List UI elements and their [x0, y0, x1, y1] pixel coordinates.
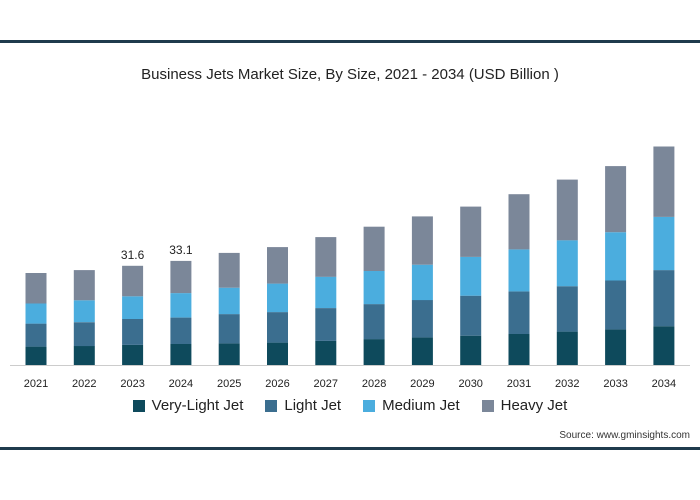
bar-2027-medium-jet [315, 276, 337, 308]
bar-2023-light-jet [122, 319, 144, 345]
bar-2030-heavy-jet [460, 206, 482, 257]
x-tick-label-2030: 2030 [458, 378, 482, 390]
bar-2022-heavy-jet [73, 270, 95, 301]
bar-2030-medium-jet [460, 256, 482, 296]
bar-2029-very-light-jet [411, 337, 433, 365]
bar-2033-heavy-jet [605, 166, 627, 233]
stacked-bar-chart: 2021 2022 31.6 2023 33.1 2024 2025 2026 2027 2028… [10, 146, 690, 390]
legend-label-light-jet: Light Jet [284, 397, 342, 414]
bar-2023-heavy-jet [122, 265, 144, 297]
bar-2028-very-light-jet [363, 339, 385, 365]
bar-2028-medium-jet [363, 271, 385, 305]
bar-2027-heavy-jet [315, 237, 337, 277]
legend-item-heavy-jet: Heavy Jet [481, 397, 568, 414]
x-tick-label-2032: 2032 [555, 378, 579, 390]
x-tick-label-2034: 2034 [652, 378, 676, 390]
legend-label-very-light-jet: Very-Light Jet [151, 397, 244, 414]
x-tick-label-2029: 2029 [410, 378, 434, 390]
bar-2032-heavy-jet [556, 179, 578, 241]
legend-item-medium-jet: Medium Jet [363, 397, 460, 414]
bar-2031-heavy-jet [508, 194, 530, 250]
chart-title: Business Jets Market Size, By Size, 2021… [141, 66, 559, 83]
bar-2033-very-light-jet [605, 329, 627, 365]
bar-2027-very-light-jet [315, 340, 337, 366]
bar-2034-light-jet [653, 270, 675, 327]
legend-label-heavy-jet: Heavy Jet [500, 397, 568, 414]
bar-2032-light-jet [556, 286, 578, 332]
source-note: Source: www.gminsights.com [559, 430, 690, 441]
bar-2034-heavy-jet [653, 146, 675, 217]
bar-2034-very-light-jet [653, 326, 675, 365]
x-tick-label-2025: 2025 [217, 378, 241, 390]
bar-2026-heavy-jet [267, 247, 288, 284]
bar-2030-light-jet [460, 295, 482, 336]
bar-2021-light-jet [25, 323, 47, 347]
x-tick-label-2028: 2028 [362, 378, 386, 390]
bottom-rule [0, 447, 700, 450]
bar-2031-very-light-jet [508, 333, 530, 365]
data-label-2023: 31.6 [121, 248, 145, 262]
bar-2021-heavy-jet [25, 273, 47, 304]
data-label-2024: 33.1 [169, 243, 193, 257]
bar-2031-light-jet [508, 291, 530, 334]
bar-2026-very-light-jet [267, 342, 288, 365]
bar-2029-light-jet [411, 300, 433, 338]
bar-2030-very-light-jet [460, 335, 482, 365]
bar-2024-medium-jet [170, 293, 192, 318]
bar-2034-medium-jet [653, 216, 675, 271]
legend-swatch-very-light-jet [132, 399, 145, 412]
x-tick-label-2031: 2031 [507, 378, 531, 390]
bar-2029-medium-jet [411, 264, 433, 301]
bar-2024-very-light-jet [170, 344, 192, 365]
bar-2021-medium-jet [25, 303, 47, 324]
bar-2024-heavy-jet [170, 260, 192, 294]
bar-2028-heavy-jet [363, 226, 385, 271]
bar-2025-light-jet [218, 314, 240, 344]
x-tick-label-2021: 2021 [24, 378, 48, 390]
bar-2025-medium-jet [218, 287, 240, 315]
bar-2021-very-light-jet [25, 346, 47, 365]
bar-2022-very-light-jet [73, 346, 95, 365]
bar-2025-heavy-jet [218, 252, 240, 288]
x-tick-label-2033: 2033 [603, 378, 627, 390]
legend-swatch-heavy-jet [481, 399, 494, 412]
x-tick-label-2022: 2022 [72, 378, 96, 390]
bar-2033-light-jet [605, 280, 627, 330]
bar-2023-very-light-jet [122, 344, 144, 365]
bar-2022-medium-jet [73, 300, 95, 323]
x-tick-label-2023: 2023 [120, 378, 144, 390]
legend-swatch-light-jet [265, 399, 278, 412]
bar-2026-medium-jet [267, 283, 288, 313]
bar-2022-light-jet [73, 322, 95, 347]
bar-2024-light-jet [170, 317, 192, 344]
legend-swatch-medium-jet [363, 399, 376, 412]
x-tick-label-2024: 2024 [169, 378, 193, 390]
bar-2032-very-light-jet [556, 331, 578, 365]
bar-2033-medium-jet [605, 232, 627, 281]
bar-2032-medium-jet [556, 240, 578, 287]
bar-2026-light-jet [267, 312, 288, 343]
x-tick-label-2026: 2026 [265, 378, 289, 390]
legend-label-medium-jet: Medium Jet [382, 397, 460, 414]
bar-2023-medium-jet [122, 296, 144, 319]
chart-legend: Very-Light Jet Light Jet Medium Jet Heav… [0, 397, 700, 414]
legend-item-light-jet: Light Jet [265, 397, 341, 414]
top-rule [0, 40, 700, 43]
legend-item-very-light-jet: Very-Light Jet [132, 397, 244, 414]
bar-2028-light-jet [363, 304, 385, 340]
bar-2027-light-jet [315, 308, 337, 341]
x-tick-label-2027: 2027 [314, 378, 338, 390]
bar-2025-very-light-jet [218, 343, 240, 365]
bar-2029-heavy-jet [411, 216, 433, 265]
bar-2031-medium-jet [508, 249, 530, 292]
